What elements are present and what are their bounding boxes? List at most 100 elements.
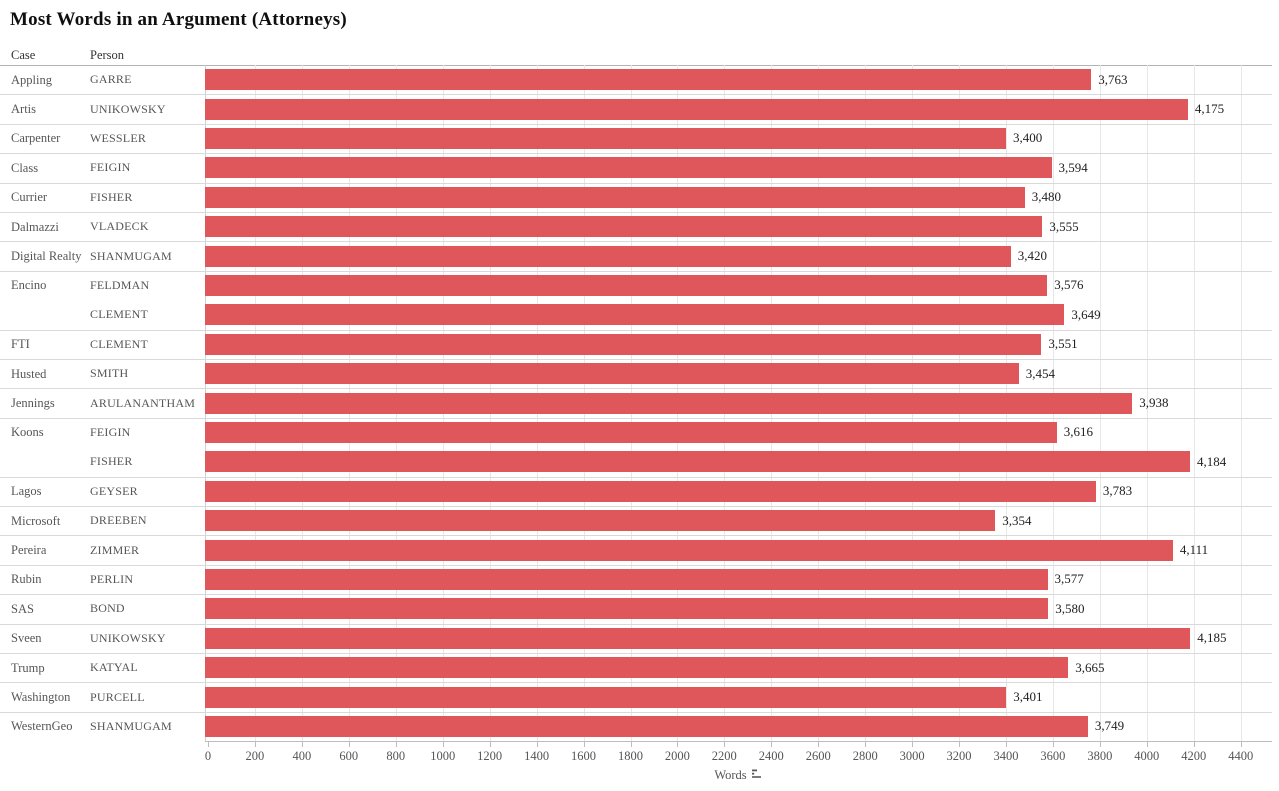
case-label: Trump [11, 660, 45, 675]
case-label: Pereira [11, 543, 47, 558]
case-label: Carpenter [11, 131, 61, 146]
case-label: WesternGeo [11, 719, 73, 734]
bar[interactable] [205, 216, 1043, 238]
bar[interactable] [205, 392, 1133, 414]
value-label: 3,616 [1063, 424, 1093, 440]
tick-label: 4000 [1134, 749, 1160, 763]
tick-label: 3200 [946, 749, 972, 763]
person-label: BOND [90, 601, 125, 616]
row-divider [0, 359, 1272, 360]
bar[interactable] [205, 480, 1096, 502]
bar[interactable] [205, 451, 1190, 473]
person-label: KATYAL [90, 660, 138, 675]
column-header-case: Case [11, 48, 36, 62]
tick-label: 3000 [899, 749, 925, 763]
tick-label: 800 [386, 749, 406, 763]
tick [208, 742, 209, 747]
sort-descending-icon[interactable] [751, 768, 763, 783]
person-label: ZIMMER [90, 542, 140, 557]
person-label: ARULANANTHAM [90, 395, 196, 410]
value-label: 3,354 [1002, 512, 1032, 528]
tick [677, 742, 679, 747]
bar[interactable] [205, 715, 1088, 737]
bar[interactable] [205, 421, 1057, 443]
table-row: Digital Realty SHANMUGAM 3,420 [0, 241, 1279, 270]
person-label: FELDMAN [90, 277, 150, 292]
bar[interactable] [205, 333, 1042, 355]
value-label: 3,551 [1048, 336, 1078, 352]
tick-label: 1800 [618, 749, 643, 763]
x-axis-title: Words [205, 768, 1272, 783]
bar[interactable] [205, 127, 1006, 149]
bar[interactable] [205, 598, 1049, 620]
person-label: UNIKOWSKY [90, 630, 166, 645]
tick [1006, 742, 1007, 747]
tick-label: 1600 [571, 749, 596, 763]
bar[interactable] [205, 657, 1069, 679]
bar[interactable] [205, 69, 1092, 91]
x-axis-line [205, 741, 1272, 742]
person-label: FEIGIN [90, 160, 131, 175]
bar[interactable] [205, 304, 1065, 326]
column-header-person: Person [90, 48, 125, 62]
table-row: SAS BOND 3,580 [0, 594, 1279, 623]
case-label: Washington [11, 690, 71, 705]
person-label: WESSLER [90, 130, 147, 145]
bar[interactable] [205, 686, 1007, 708]
table-row: Lagos GEYSER 3,783 [0, 477, 1279, 506]
table-row: Sveen UNIKOWSKY 4,185 [0, 624, 1279, 653]
table-row: Carpenter WESSLER 3,400 [0, 124, 1279, 153]
row-divider [0, 270, 1272, 272]
value-label: 3,783 [1102, 483, 1133, 499]
table-row: WesternGeo SHANMUGAM 3,749 [0, 712, 1279, 741]
bar[interactable] [205, 363, 1019, 385]
tick-label: 400 [292, 749, 312, 763]
value-label: 3,577 [1054, 571, 1084, 587]
tick [583, 742, 585, 747]
value-label: 4,111 [1179, 542, 1209, 558]
case-label: Husted [11, 366, 47, 381]
case-label: Sveen [11, 631, 42, 646]
person-label: PERLIN [90, 571, 134, 586]
value-label: 3,594 [1058, 159, 1088, 175]
bar[interactable] [205, 98, 1188, 120]
bar[interactable] [205, 157, 1052, 179]
table-row: Husted SMITH 3,454 [0, 359, 1279, 388]
bar[interactable] [205, 186, 1025, 208]
tick-label: 2800 [852, 749, 878, 763]
table-row: Artis UNIKOWSKY 4,175 [0, 94, 1279, 123]
bar[interactable] [205, 539, 1173, 561]
value-label: 4,175 [1194, 101, 1225, 117]
tick-label: 2200 [711, 749, 737, 763]
person-label: SHANMUGAM [90, 718, 172, 733]
value-label: 4,184 [1197, 453, 1227, 469]
value-label: 3,400 [1013, 130, 1043, 146]
row-divider [0, 476, 1272, 478]
tick-label: 3800 [1087, 749, 1113, 763]
bar[interactable] [205, 568, 1048, 590]
table-row: Trump KATYAL 3,665 [0, 653, 1279, 682]
value-label: 3,649 [1071, 306, 1101, 322]
bar[interactable] [205, 245, 1011, 267]
tick [1099, 742, 1101, 747]
value-label: 3,580 [1055, 600, 1085, 616]
tick [301, 742, 303, 747]
tick-label: 3400 [993, 749, 1019, 763]
value-label: 3,665 [1075, 659, 1105, 675]
gridline [1146, 65, 1148, 741]
case-label: Rubin [11, 572, 42, 587]
row-divider [0, 682, 1272, 684]
value-label: 3,749 [1094, 718, 1125, 734]
bar[interactable] [205, 627, 1191, 649]
bar[interactable] [205, 274, 1048, 296]
case-label: Appling [11, 72, 52, 87]
bar[interactable] [205, 510, 996, 532]
row-divider [0, 153, 1272, 155]
person-label: UNIKOWSKY [90, 101, 166, 116]
tick [959, 742, 960, 747]
case-label: Digital Realty [11, 249, 82, 264]
value-label: 3,420 [1017, 248, 1047, 264]
table-row: Currier FISHER 3,480 [0, 183, 1279, 212]
table-row: Dalmazzi VLADECK 3,555 [0, 212, 1279, 241]
row-divider [0, 123, 1272, 125]
